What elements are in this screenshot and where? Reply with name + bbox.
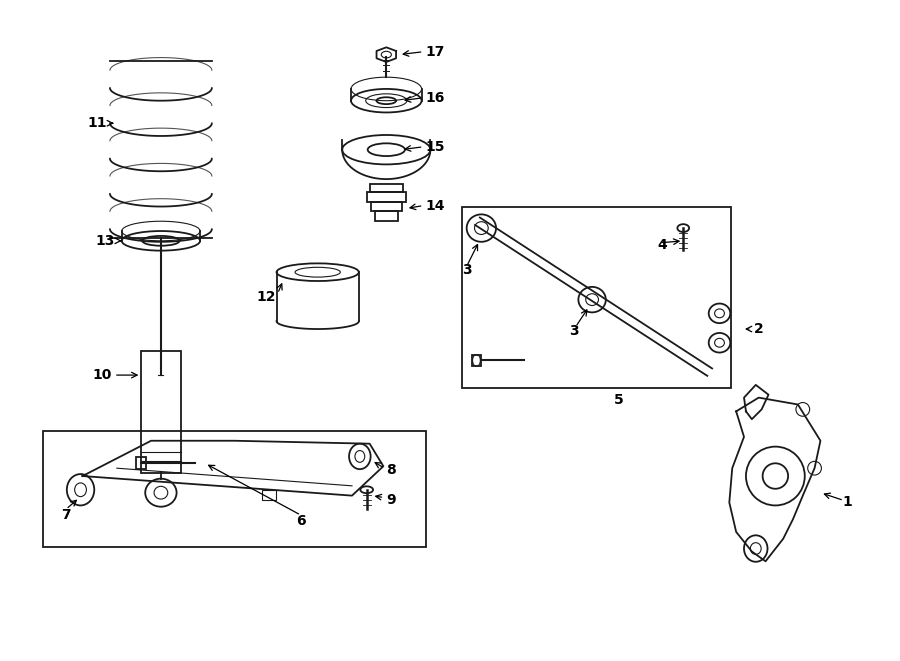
Bar (141, 350, 181, 473)
Text: 4: 4 (658, 238, 668, 252)
Text: 14: 14 (426, 198, 445, 213)
Text: 2: 2 (754, 322, 763, 336)
Text: 8: 8 (386, 463, 396, 477)
Text: 17: 17 (426, 45, 445, 59)
Text: 1: 1 (842, 496, 851, 510)
Text: 3: 3 (570, 324, 580, 338)
Bar (472, 354, 482, 366)
Text: 12: 12 (256, 290, 275, 303)
Bar (462, 206, 732, 388)
Text: 11: 11 (87, 116, 107, 130)
Bar (366, 192, 406, 202)
Text: 7: 7 (61, 508, 71, 522)
Text: 6: 6 (296, 514, 306, 528)
Text: 16: 16 (426, 91, 445, 104)
Text: 13: 13 (95, 234, 115, 248)
Text: 9: 9 (386, 492, 396, 506)
Bar (43, 431, 426, 547)
Text: 15: 15 (426, 139, 445, 154)
Bar (137, 457, 146, 469)
Bar (370, 184, 403, 192)
Bar (374, 212, 398, 221)
Bar (262, 490, 275, 500)
Text: 5: 5 (614, 393, 624, 407)
Text: 10: 10 (93, 368, 112, 382)
Text: 3: 3 (462, 263, 472, 277)
Bar (371, 202, 402, 212)
